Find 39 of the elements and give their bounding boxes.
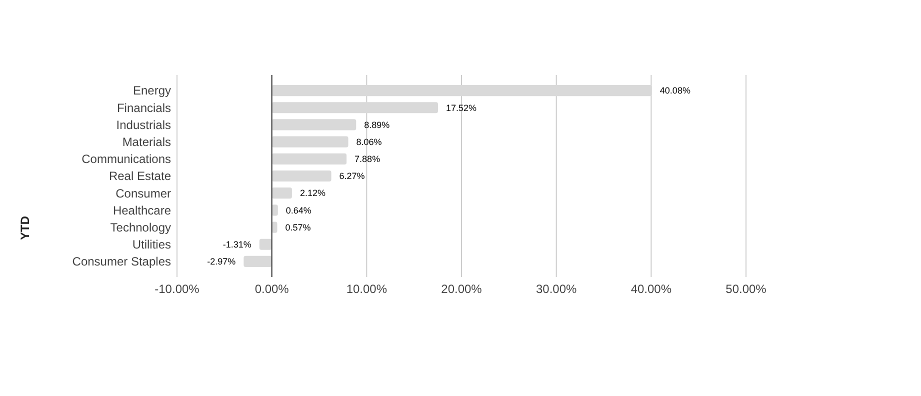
x-tick-label: 40.00% (630, 282, 672, 296)
data-label: 8.06% (356, 136, 382, 147)
bar (259, 238, 272, 250)
y-tick-label: Financials (116, 100, 171, 115)
y-tick-label: Consumer Staples (72, 254, 171, 269)
bar (272, 170, 332, 182)
data-label: -1.31% (222, 240, 252, 250)
y-axis-title: YTD (18, 216, 32, 240)
bar (272, 102, 438, 114)
x-tick-label: 30.00% (536, 282, 578, 296)
x-tick-label: 50.00% (726, 282, 767, 296)
data-label: 40.08% (660, 86, 690, 96)
x-tick-label: -10.00% (154, 282, 200, 296)
bar (272, 84, 652, 96)
y-tick-label: Healthcare (112, 203, 172, 218)
data-label: 0.64% (286, 205, 312, 216)
y-tick-label: Utilities (132, 238, 171, 252)
data-label: 2.12% (300, 188, 326, 198)
data-label: 0.57% (285, 222, 311, 232)
bar (244, 256, 272, 268)
x-tick-label: 0.00% (254, 282, 290, 296)
data-label: 7.88% (354, 154, 380, 164)
data-label: -2.97% (207, 256, 236, 267)
y-tick-label: Real Estate (108, 169, 172, 184)
y-tick-label: Energy (132, 84, 171, 98)
data-label: 8.89% (364, 120, 390, 130)
bar (272, 153, 347, 164)
data-label: 17.52% (446, 102, 477, 113)
bar (272, 119, 356, 130)
y-tick-label: Technology (110, 220, 171, 234)
x-tick-label: 10.00% (346, 282, 388, 296)
data-label: 6.27% (339, 171, 365, 182)
x-tick-label: 20.00% (441, 282, 482, 296)
bar (272, 136, 348, 148)
y-tick-label: Consumer (116, 186, 171, 200)
bar (272, 188, 292, 199)
y-tick-label: Materials (122, 135, 171, 150)
y-tick-label: Industrials (116, 118, 171, 132)
y-tick-label: Communications (82, 152, 171, 166)
